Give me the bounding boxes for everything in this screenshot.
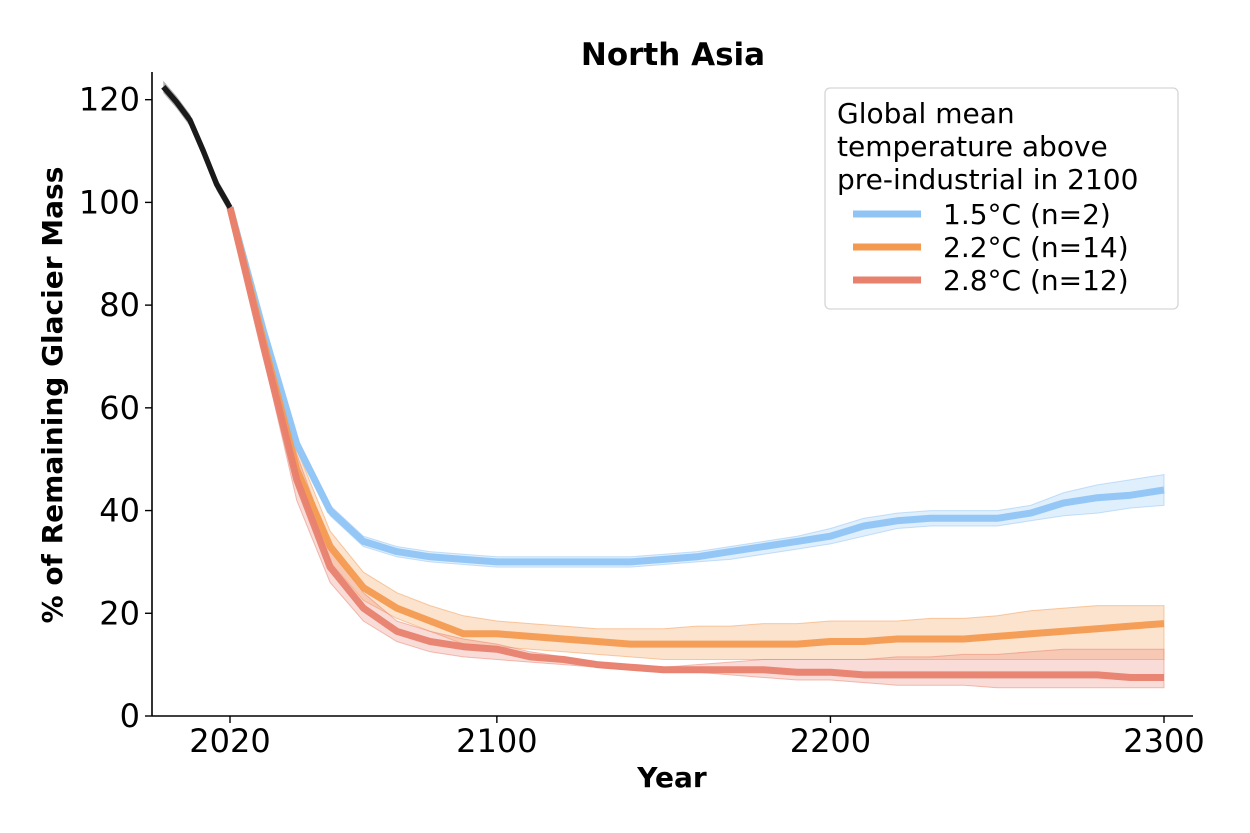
legend: Global mean temperature above pre-industri… — [824, 87, 1179, 310]
y-tick-label: 40 — [99, 492, 140, 530]
legend-title-line: temperature above — [837, 130, 1108, 163]
series-lines — [161, 85, 1165, 681]
legend-items: 1.5°C (n=2)2.2°C (n=14)2.8°C (n=12) — [853, 198, 1129, 297]
series-band-1 — [229, 207, 1165, 660]
y-tick-label: 60 — [99, 389, 140, 427]
y-axis-label: % of Remaining Glacier Mass — [36, 167, 69, 624]
x-tick-label: 2100 — [456, 722, 537, 760]
series-line-2 — [226, 206, 1164, 681]
x-ticks: 2020 2100 2200 2300 — [189, 716, 1205, 760]
y-tick-label: 120 — [79, 81, 140, 119]
series-line-0 — [226, 206, 1165, 566]
historical-line — [161, 85, 233, 209]
x-tick-label: 2200 — [790, 722, 871, 760]
series-line-1 — [226, 206, 1165, 648]
legend-title: Global mean temperature above pre-industri… — [837, 97, 1138, 196]
legend-label-1: 2.2°C (n=14) — [943, 231, 1129, 264]
y-tick-label: 80 — [99, 286, 140, 324]
y-tick-label: 0 — [120, 697, 140, 735]
legend-label-0: 1.5°C (n=2) — [943, 198, 1111, 231]
y-tick-label: 20 — [99, 594, 140, 632]
x-axis-label: Year — [636, 761, 707, 794]
legend-title-line: Global mean — [837, 97, 1015, 130]
y-tick-label: 100 — [79, 183, 140, 221]
series-band-2 — [229, 207, 1165, 689]
x-tick-label: 2020 — [189, 722, 270, 760]
y-ticks: 0 20 40 60 80 100 120 — [79, 81, 152, 735]
chart-title: North Asia — [581, 37, 765, 73]
legend-frame — [824, 87, 1179, 310]
x-tick-label: 2300 — [1123, 722, 1204, 760]
legend-label-2: 2.8°C (n=12) — [943, 264, 1129, 297]
legend-title-line: pre-industrial in 2100 — [837, 163, 1138, 196]
